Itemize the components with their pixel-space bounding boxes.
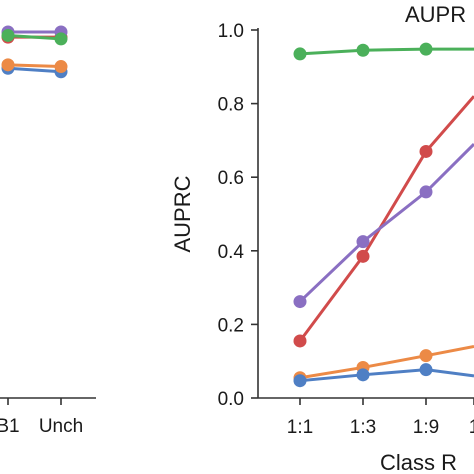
x-tick-label: 1:1 — [287, 417, 313, 438]
data-point — [293, 374, 307, 388]
data-point — [293, 334, 307, 348]
y-tick-label: 1.0 — [218, 21, 244, 42]
y-tick-label: 0.2 — [218, 315, 244, 336]
left-data-point — [1, 58, 15, 72]
data-point — [419, 363, 433, 377]
left-series-line — [7, 66, 62, 74]
series-line — [298, 143, 474, 303]
left-panel: B1 Unch — [0, 25, 96, 437]
x-tick-label: 1:3 — [350, 417, 376, 438]
series-line — [299, 368, 474, 383]
left-series-line — [7, 33, 62, 41]
series-line — [299, 345, 474, 380]
data-point — [419, 349, 433, 363]
data-point — [356, 368, 370, 382]
left-series-line — [7, 63, 62, 69]
left-data-point — [1, 28, 15, 42]
data-point — [293, 295, 307, 309]
data-point — [419, 144, 433, 158]
left-data-point — [54, 32, 68, 46]
x-tick-label: 1 — [469, 417, 474, 438]
series-line — [298, 95, 474, 342]
data-point — [419, 185, 433, 199]
data-point — [419, 42, 433, 56]
data-point — [356, 43, 370, 57]
data-point — [356, 249, 370, 263]
data-point — [293, 47, 307, 61]
x-tick-label: 1:9 — [413, 417, 439, 438]
left-data-point — [54, 60, 68, 74]
chart-title: AUPR — [405, 2, 466, 27]
left-x-tick-label: B1 — [0, 416, 20, 437]
left-x-tick-label: Unch — [39, 416, 83, 437]
data-point — [356, 235, 370, 249]
x-axis-title: Class R — [380, 450, 457, 474]
y-tick-label: 0.8 — [218, 95, 244, 116]
right-panel: 0.0 0.2 0.4 0.6 0.8 1.0 1:1 1:3 1:9 1 AUPRC Class R… — [170, 2, 474, 474]
y-tick-label: 0.0 — [218, 389, 244, 410]
y-axis-title: AUPRC — [170, 175, 195, 252]
y-tick-label: 0.6 — [218, 168, 244, 189]
y-tick-label: 0.4 — [218, 242, 245, 263]
series-line — [299, 47, 474, 56]
